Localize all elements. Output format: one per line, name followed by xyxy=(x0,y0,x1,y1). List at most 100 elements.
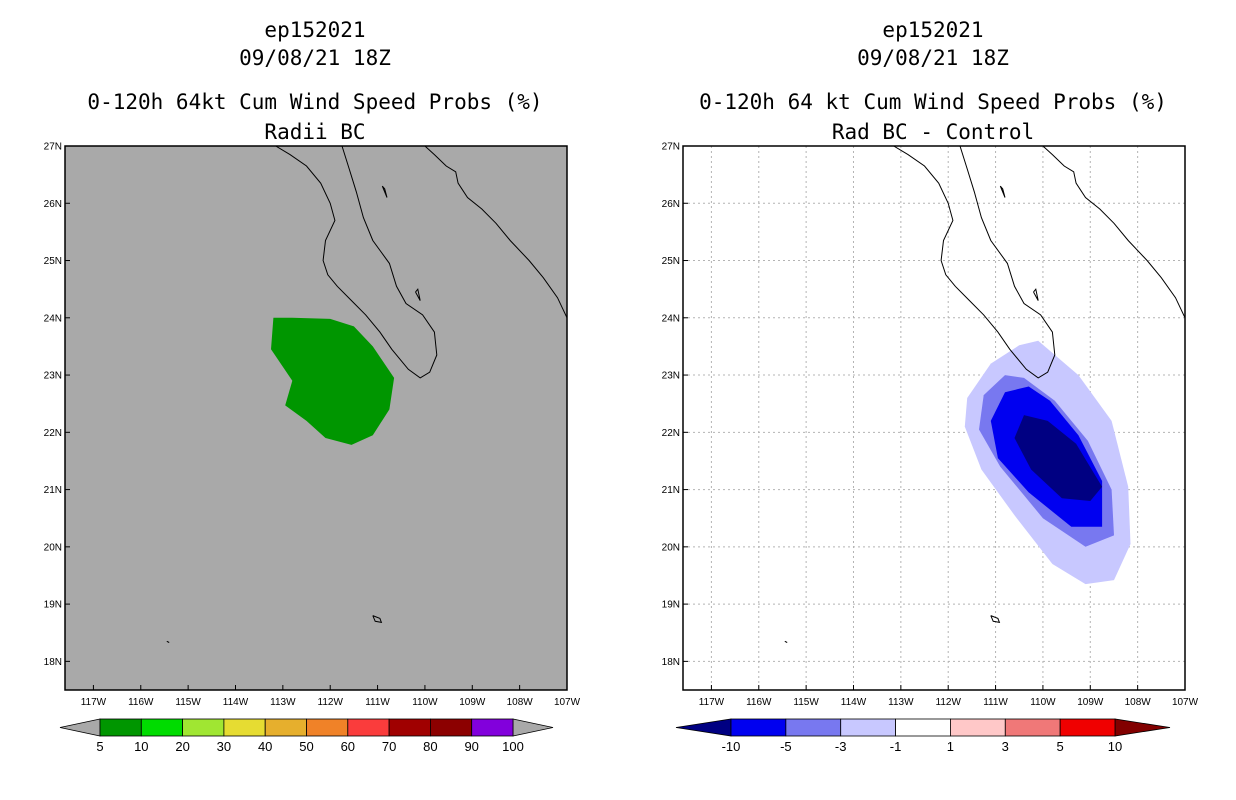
colorbar-swatch xyxy=(140,718,184,737)
coastline xyxy=(784,640,788,643)
contour-level-neg10 xyxy=(1014,415,1103,501)
x-tick-label: 115W xyxy=(175,697,201,708)
y-tick-label: 18N xyxy=(662,657,680,668)
map-panel-2: 117W 116W 115W 114W 113W 112W 111W 110W 109W 108W… xyxy=(662,142,1199,755)
x-tick-label: 107W xyxy=(554,697,581,708)
y-tick-label: 22N xyxy=(662,428,680,439)
y-tick-label: 24N xyxy=(662,313,680,324)
y-tick-label: 24N xyxy=(44,313,62,324)
y-tick-label: 26N xyxy=(662,199,680,210)
x-tick-label: 107W xyxy=(1172,697,1199,708)
colorbar-swatch xyxy=(99,718,142,737)
y-tick-label: 27N xyxy=(662,142,680,153)
coastline xyxy=(275,146,438,379)
left-title-product: 0-120h 64kt Cum Wind Speed Probs (%) xyxy=(87,90,543,114)
colorbar-label: 10 xyxy=(1108,739,1122,754)
y-tick-label: 22N xyxy=(44,428,62,439)
colorbar-swatch xyxy=(388,718,431,737)
colorbar-over-triangle xyxy=(1114,718,1171,737)
colorbar-swatch xyxy=(264,718,307,737)
colorbar-swatch xyxy=(471,718,514,737)
right-title-date: 09/08/21 18Z xyxy=(857,46,1009,70)
left-title-subtitle: Radii BC xyxy=(264,120,366,144)
right-title-storm: ep152021 xyxy=(882,18,984,42)
x-tick-label: 111W xyxy=(365,697,390,708)
colorbar-over-triangle xyxy=(512,718,554,737)
colorbar-label: 90 xyxy=(464,739,478,754)
colorbar-swatch xyxy=(1004,718,1061,737)
y-tick-label: 20N xyxy=(662,542,680,553)
x-tick-label: 112W xyxy=(936,697,962,708)
colorbar-label: -3 xyxy=(835,739,847,754)
colorbar: 5 10 20 30 40 50 60 70 80 90 100 xyxy=(59,718,554,754)
x-tick-label: 110W xyxy=(412,697,438,708)
x-tick-label: 114W xyxy=(841,697,867,708)
colorbar-label: 70 xyxy=(382,739,396,754)
colorbar-swatch xyxy=(785,718,842,737)
colorbar-swatch xyxy=(223,718,266,737)
y-tick-label: 19N xyxy=(44,600,62,611)
colorbar-label: 20 xyxy=(175,739,189,754)
x-tick-label: 116W xyxy=(746,697,772,708)
map-frame xyxy=(682,145,1186,691)
map-contents xyxy=(683,146,1185,690)
map-frame xyxy=(64,145,568,691)
map-contents xyxy=(166,146,567,643)
y-tick-label: 27N xyxy=(44,142,62,153)
y-tick-label: 21N xyxy=(662,485,680,496)
x-tick-label: 116W xyxy=(128,697,154,708)
coastline xyxy=(999,185,1006,198)
colorbar-swatch xyxy=(1059,718,1116,737)
y-tick-label: 25N xyxy=(44,256,62,267)
coastline xyxy=(372,615,383,624)
colorbar-label: 100 xyxy=(502,739,524,754)
coastline xyxy=(990,615,1001,624)
colorbar-label: 40 xyxy=(258,739,272,754)
y-tick-label: 18N xyxy=(44,657,62,668)
colorbar-label: -1 xyxy=(890,739,902,754)
colorbar-label: 5 xyxy=(96,739,103,754)
coastline xyxy=(415,288,421,301)
y-tick-label: 26N xyxy=(44,199,62,210)
colorbar-label: 50 xyxy=(299,739,313,754)
y-tick-label: 25N xyxy=(662,256,680,267)
y-tick-label: 19N xyxy=(662,600,680,611)
colorbar-swatch xyxy=(182,718,225,737)
x-tick-label: 113W xyxy=(270,697,296,708)
x-tick-label: 117W xyxy=(81,697,107,708)
coastline xyxy=(381,185,388,198)
coastline xyxy=(1042,146,1185,319)
map-panel-1: 117W 116W 115W 114W 113W 112W 111W 110W 109W 108W… xyxy=(44,142,581,755)
colorbar-label: 1 xyxy=(947,739,954,754)
x-tick-label: 111W xyxy=(983,697,1008,708)
colorbar-swatch xyxy=(730,718,787,737)
x-tick-label: 108W xyxy=(507,697,534,708)
colorbar: -10 -5 -3 -1 1 3 5 10 xyxy=(675,718,1171,754)
coastline xyxy=(893,146,1056,379)
colorbar-swatch xyxy=(840,718,896,737)
x-tick-label: 110W xyxy=(1030,697,1056,708)
right-title-product: 0-120h 64 kt Cum Wind Speed Probs (%) xyxy=(699,90,1167,114)
colorbar-swatch xyxy=(950,718,1006,737)
y-tick-label: 23N xyxy=(44,371,62,382)
colorbar-label: 30 xyxy=(217,739,231,754)
left-title-storm: ep152021 xyxy=(264,18,366,42)
right-title-subtitle: Rad BC - Control xyxy=(831,120,1035,144)
colorbar-swatch xyxy=(429,718,473,737)
y-tick-label: 21N xyxy=(44,485,62,496)
colorbar-under-triangle xyxy=(675,718,732,737)
y-tick-label: 23N xyxy=(662,371,680,382)
y-tick-label: 20N xyxy=(44,542,62,553)
colorbar-label: 10 xyxy=(134,739,148,754)
x-tick-label: 112W xyxy=(318,697,344,708)
colorbar-label: -10 xyxy=(722,739,741,754)
left-title-date: 09/08/21 18Z xyxy=(239,46,391,70)
x-tick-label: 108W xyxy=(1125,697,1152,708)
coastline xyxy=(166,640,170,643)
colorbar-swatch xyxy=(347,718,390,737)
coastline xyxy=(1033,288,1039,301)
x-tick-label: 117W xyxy=(699,697,725,708)
colorbar-label: -5 xyxy=(780,739,792,754)
colorbar-label: 5 xyxy=(1057,739,1064,754)
